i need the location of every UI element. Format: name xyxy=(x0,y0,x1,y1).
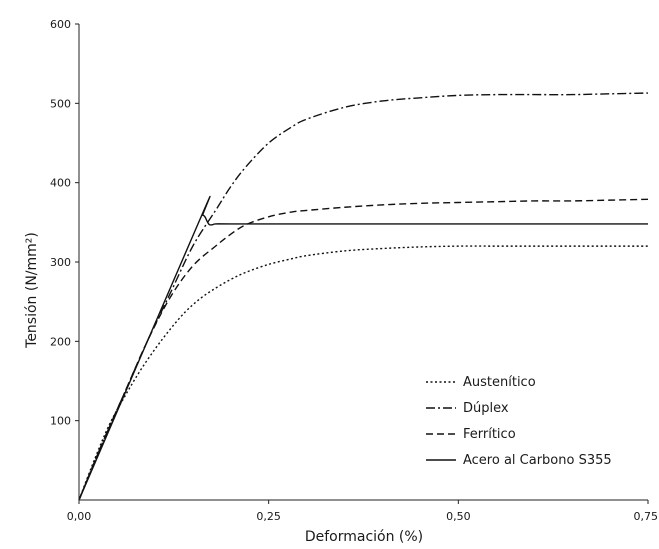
series-layer xyxy=(78,92,649,501)
x-tick-label: 0,00 xyxy=(67,510,92,523)
x-tick-label: 0,25 xyxy=(256,510,281,523)
x-axis-label: Deformación (%) xyxy=(305,529,423,545)
y-tick-label: 300 xyxy=(50,256,71,269)
y-tick-group: 100 200 300 400 500 600 xyxy=(50,18,79,428)
y-tick-label: 100 xyxy=(50,415,71,428)
y-tick-label: 600 xyxy=(50,18,71,31)
y-axis-label: Tensión (N/mm²) xyxy=(24,232,40,349)
y-tick-label: 400 xyxy=(50,177,71,190)
series-line-2 xyxy=(78,92,649,501)
y-tick-label: 200 xyxy=(50,335,71,348)
legend-label: Austenítico xyxy=(463,375,536,390)
x-tick-group: 0,00 0,25 0,50 0,75 xyxy=(67,500,658,523)
x-tick-label: 0,50 xyxy=(446,510,471,523)
legend-label: Ferrítico xyxy=(463,427,516,442)
series-line-4 xyxy=(78,195,648,501)
x-tick-label: 0,75 xyxy=(634,510,659,523)
legend: Austenítico Dúplex Ferrítico Acero al Carbo… xyxy=(426,375,612,468)
series-line-1 xyxy=(78,245,649,501)
legend-label: Dúplex xyxy=(463,401,509,416)
y-tick-label: 500 xyxy=(50,97,71,110)
legend-label: Acero al Carbono S355 xyxy=(463,453,612,468)
